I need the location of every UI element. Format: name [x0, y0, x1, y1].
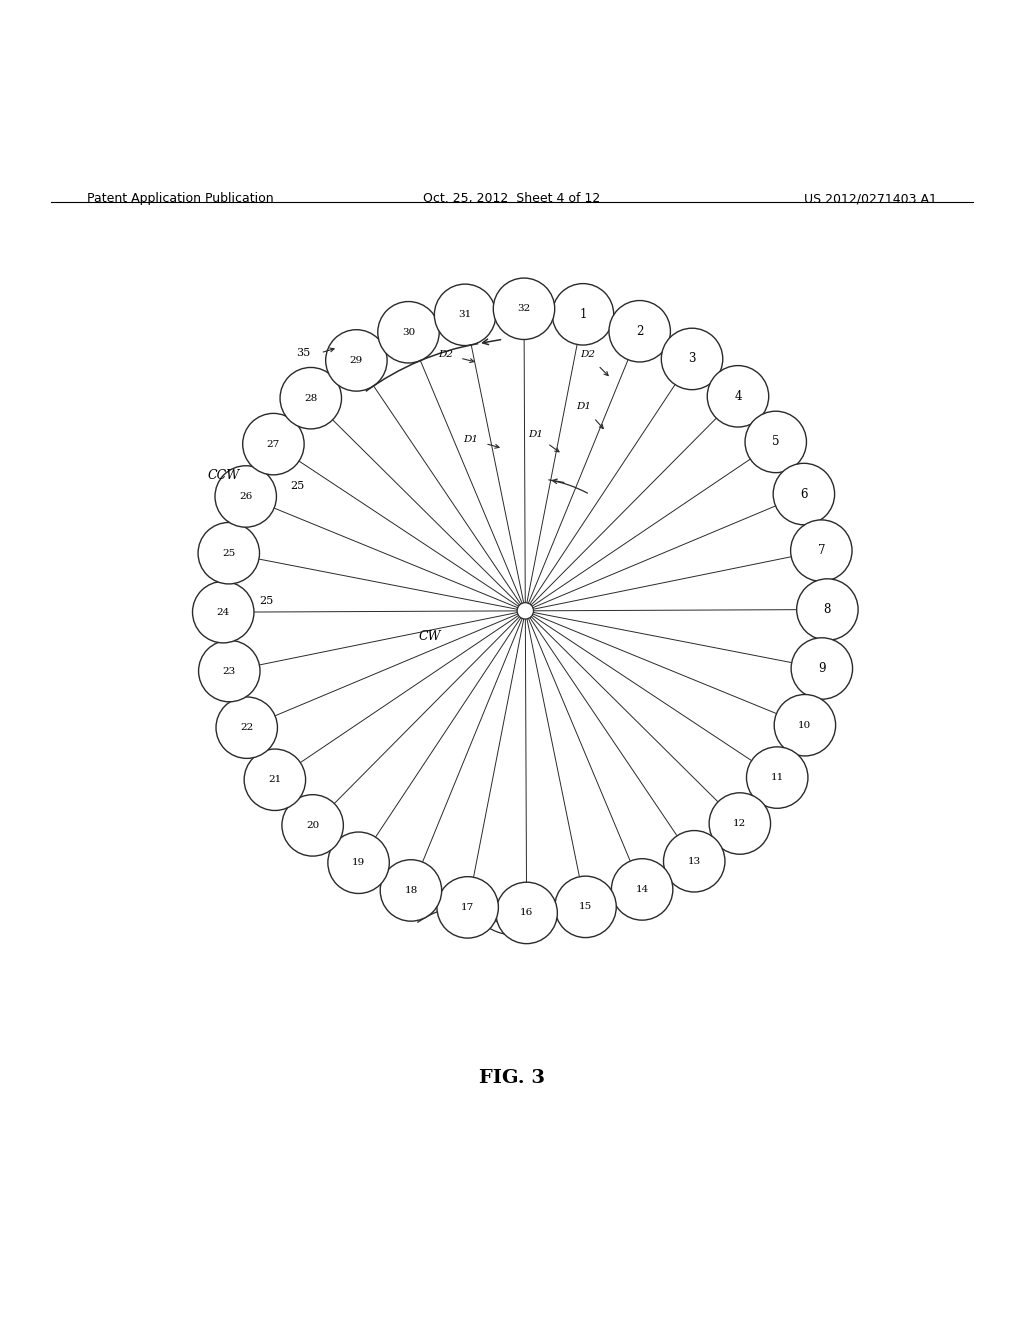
Circle shape — [328, 832, 389, 894]
Text: 30: 30 — [401, 327, 415, 337]
Text: 32: 32 — [517, 305, 530, 313]
Circle shape — [797, 578, 858, 640]
Text: 6: 6 — [800, 487, 808, 500]
Circle shape — [611, 859, 673, 920]
Text: 14: 14 — [636, 884, 649, 894]
Text: 22: 22 — [240, 723, 253, 733]
Text: D1: D1 — [528, 430, 543, 440]
Text: D2: D2 — [581, 350, 595, 359]
Text: 7: 7 — [817, 544, 825, 557]
Text: 21: 21 — [268, 775, 282, 784]
Circle shape — [216, 697, 278, 759]
Circle shape — [774, 694, 836, 756]
Text: 5: 5 — [772, 436, 779, 449]
Text: 15: 15 — [579, 903, 592, 911]
Circle shape — [773, 463, 835, 525]
Text: US 2012/0271403 A1: US 2012/0271403 A1 — [804, 191, 937, 205]
Circle shape — [496, 882, 557, 944]
Circle shape — [199, 640, 260, 702]
Text: 25: 25 — [222, 549, 236, 558]
Text: 4: 4 — [734, 389, 741, 403]
Text: 26: 26 — [239, 492, 252, 502]
Circle shape — [745, 412, 807, 473]
Text: D2: D2 — [438, 350, 454, 359]
Circle shape — [280, 367, 341, 429]
Text: 12: 12 — [733, 818, 746, 828]
Circle shape — [708, 366, 769, 428]
Text: 13: 13 — [687, 857, 700, 866]
Circle shape — [609, 301, 671, 362]
Text: Patent Application Publication: Patent Application Publication — [87, 191, 273, 205]
Text: 31: 31 — [459, 310, 472, 319]
Text: D1: D1 — [577, 403, 591, 412]
Circle shape — [792, 638, 853, 700]
Text: 27: 27 — [267, 440, 280, 449]
Text: 9: 9 — [818, 663, 825, 675]
Text: 16: 16 — [520, 908, 534, 917]
Circle shape — [746, 747, 808, 808]
Text: 23: 23 — [222, 667, 236, 676]
Circle shape — [282, 795, 343, 857]
Circle shape — [710, 793, 771, 854]
Text: 25: 25 — [259, 595, 273, 606]
Circle shape — [664, 830, 725, 892]
Text: 17: 17 — [461, 903, 474, 912]
Text: 1: 1 — [580, 308, 587, 321]
Text: 2: 2 — [636, 325, 643, 338]
Text: 11: 11 — [771, 774, 783, 781]
Circle shape — [243, 413, 304, 475]
Circle shape — [244, 748, 305, 810]
Circle shape — [380, 859, 441, 921]
Text: 10: 10 — [799, 721, 812, 730]
Text: 24: 24 — [217, 607, 229, 616]
Text: 29: 29 — [350, 356, 364, 364]
Text: 8: 8 — [823, 603, 831, 616]
Circle shape — [517, 603, 534, 619]
Text: Oct. 25, 2012  Sheet 4 of 12: Oct. 25, 2012 Sheet 4 of 12 — [423, 191, 601, 205]
Circle shape — [193, 581, 254, 643]
Text: 35: 35 — [296, 347, 310, 358]
Circle shape — [434, 284, 496, 346]
Circle shape — [555, 876, 616, 937]
Text: 19: 19 — [352, 858, 366, 867]
Text: CCW: CCW — [207, 469, 240, 482]
Circle shape — [326, 330, 387, 391]
Circle shape — [791, 520, 852, 581]
Text: 20: 20 — [306, 821, 319, 830]
Circle shape — [494, 279, 555, 339]
Text: 3: 3 — [688, 352, 695, 366]
Circle shape — [215, 466, 276, 527]
Text: CW: CW — [419, 630, 441, 643]
Circle shape — [378, 301, 439, 363]
Circle shape — [437, 876, 499, 939]
Text: FIG. 3: FIG. 3 — [479, 1069, 545, 1086]
Text: D1: D1 — [464, 436, 478, 445]
Circle shape — [662, 329, 723, 389]
Circle shape — [552, 284, 613, 345]
Text: 28: 28 — [304, 393, 317, 403]
Circle shape — [198, 523, 259, 583]
Text: 25: 25 — [290, 480, 304, 491]
Text: 18: 18 — [404, 886, 418, 895]
